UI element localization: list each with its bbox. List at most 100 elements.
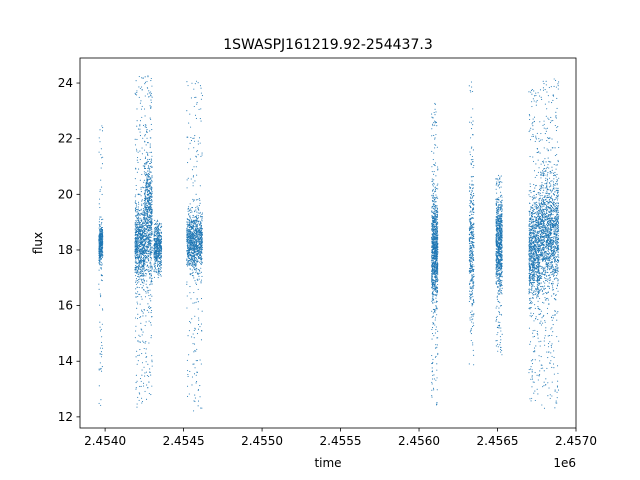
data-point [138,224,140,226]
data-point [149,276,151,278]
data-point [136,293,138,295]
data-point [193,246,195,248]
data-point [135,189,137,191]
data-point [193,248,195,250]
data-point [190,273,192,275]
data-point [200,222,202,224]
data-point [189,222,191,224]
data-point [155,232,157,234]
data-point [436,307,438,309]
data-point [154,234,156,237]
data-point [141,334,143,336]
data-point [143,199,145,201]
data-point [194,220,196,222]
data-point [136,247,138,249]
data-point [144,375,146,377]
data-point [155,257,157,260]
data-point [194,180,196,182]
data-point [138,341,140,343]
data-point [192,176,194,178]
data-point [195,156,197,158]
data-point [200,237,202,239]
data-point [192,225,194,227]
data-point [431,300,433,302]
data-point [99,347,102,349]
data-point [199,185,201,187]
data-point [194,249,196,251]
data-point [151,249,153,251]
data-point [139,251,141,253]
data-point [146,244,148,246]
data-point [143,244,145,246]
data-point [144,163,146,165]
data-point [186,235,188,237]
data-point [194,268,196,270]
data-point [431,316,433,318]
data-point [145,163,147,165]
data-point [201,219,203,221]
data-point [147,174,149,176]
data-point [101,347,104,349]
data-point [148,171,151,173]
data-point [199,142,201,144]
data-point [144,215,146,217]
data-point [197,199,199,201]
data-point [153,262,155,264]
data-point [431,310,433,312]
data-point [137,254,139,256]
data-point [431,285,434,287]
data-point [200,223,202,225]
data-point [433,250,435,252]
data-point [469,297,472,299]
data-point [139,262,141,264]
data-point [143,108,146,110]
data-point [142,240,144,242]
data-point [100,399,102,401]
data-point [143,218,145,220]
data-point [191,236,193,238]
data-point [433,183,435,185]
data-point [195,248,197,251]
data-point [193,254,195,256]
data-point [160,275,162,277]
data-point [137,128,140,130]
data-point [149,255,151,257]
data-point [437,330,439,332]
data-point [156,229,158,232]
data-point [151,203,153,205]
data-point [101,243,103,245]
data-point [187,221,189,223]
data-point [155,229,157,231]
data-point [150,227,152,229]
data-point [146,204,149,207]
data-point [100,216,102,218]
data-point [137,313,139,315]
data-point [186,229,188,231]
data-point [141,401,143,403]
data-point [135,238,137,240]
data-point [146,246,148,248]
data-point [135,241,137,243]
data-point [431,286,433,288]
data-point [150,335,152,337]
data-point [156,259,158,261]
data-point [150,229,152,231]
data-point [154,265,156,267]
data-point [196,259,198,261]
data-point [155,249,158,251]
data-point [189,230,191,232]
data-point [149,215,151,217]
data-point [186,238,188,240]
data-point [144,263,146,265]
data-point [188,213,190,215]
data-point [187,261,189,263]
data-point [432,263,434,265]
data-point [147,180,149,182]
data-point [140,316,142,318]
data-point [187,223,189,225]
data-point [200,242,202,244]
data-point [472,120,474,122]
data-point [134,317,137,319]
data-point [194,226,196,228]
data-point [145,204,147,206]
